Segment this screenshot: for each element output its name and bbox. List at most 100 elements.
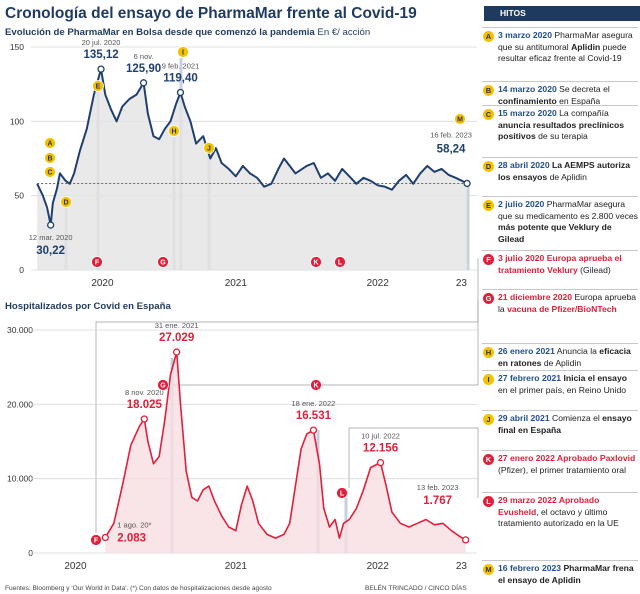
- y-tick-label: 30.000: [7, 325, 33, 335]
- event-marker: [44, 152, 56, 164]
- milestone-letter: F: [483, 254, 494, 265]
- event-letter: B: [47, 156, 52, 163]
- chart-title: Hospitalizados por Covid en España: [5, 301, 171, 312]
- connector: [170, 300, 479, 386]
- milestone-date: 29 marzo 2022: [498, 495, 557, 505]
- milestone: F 3 julio 2020 Europa aprueba el tratamie…: [482, 250, 638, 276]
- milestone-part: (Gilead): [577, 264, 611, 275]
- milestone-date: 26 enero 2021: [498, 346, 555, 356]
- event-letter: G: [160, 260, 166, 267]
- date-label: 6 nov.: [134, 52, 154, 61]
- milestone-part: Europa aprueba el tratamiento Veklury: [498, 253, 622, 275]
- milestone: B 14 marzo 2020 Se decreta el confinamien…: [482, 81, 638, 107]
- milestone-part: confinamiento: [498, 95, 557, 106]
- milestone: C 15 marzo 2020 La compañía anuncia resul…: [482, 105, 638, 143]
- milestone-part: , el octavo y último tratamiento autoriz…: [498, 506, 619, 529]
- event-letter: G: [160, 383, 166, 390]
- connector: [95, 258, 479, 533]
- milestone-date: 21 diciembre 2020: [498, 292, 573, 302]
- area: [105, 352, 466, 553]
- event-letter: J: [207, 146, 211, 153]
- milestone-date: 3 julio 2020: [498, 253, 545, 263]
- milestone: G 21 diciembre 2020 Europa aprueba la vac…: [482, 289, 638, 315]
- point-marker: [176, 88, 185, 97]
- value-label: 2.083: [117, 533, 146, 545]
- event-letter: F: [94, 538, 99, 545]
- milestone-date: 15 marzo 2020: [498, 108, 557, 118]
- milestone-date: 28 abril 2020: [498, 160, 550, 170]
- milestone-text: 3 marzo 2020 PharmaMar asegura que su an…: [498, 30, 638, 65]
- date-label: 20 jul. 2020: [82, 38, 121, 47]
- milestone-text: 28 abril 2020 La AEMPS autoriza los ensa…: [498, 160, 638, 183]
- event-letter: D: [63, 200, 68, 207]
- milestone-text: 26 enero 2021 Anuncia la eficacia en rat…: [498, 346, 638, 369]
- event-letter: L: [340, 491, 345, 498]
- milestone: L 29 marzo 2022 Aprobado Evusheld, el oct…: [482, 492, 638, 530]
- event-letter: F: [95, 260, 100, 267]
- event-bar: [466, 185, 470, 270]
- event-letter: K: [313, 383, 318, 390]
- event-marker: [177, 46, 189, 58]
- milestone-text: 15 marzo 2020 La compañía anuncia result…: [498, 108, 638, 143]
- milestone-part: PharmaMar asegura que su antitumoral: [498, 30, 633, 52]
- x-tick-label: 2021: [225, 278, 248, 289]
- event-letter: L: [338, 260, 343, 267]
- milestone-part: ensayo final en España: [498, 413, 632, 435]
- milestone-date: 27 febrero 2021: [498, 373, 562, 383]
- value-label: 18.025: [127, 399, 163, 411]
- milestone-date: 14 marzo 2020: [498, 84, 557, 94]
- value-label: 119,40: [163, 72, 198, 84]
- milestone-part: vacuna de Pfizer/BioNTech: [507, 303, 617, 314]
- point-marker: [309, 426, 318, 434]
- milestone-part: de Aplidin: [547, 171, 587, 182]
- milestone-text: 2 julio 2020 PharmaMar asegura que su me…: [498, 199, 638, 245]
- value-label: 30,22: [36, 245, 65, 257]
- event-marker: [168, 125, 180, 137]
- milestone-part: Anuncia la: [554, 346, 600, 356]
- milestone-text: 29 abril 2021 Comienza el ensayo final e…: [498, 413, 638, 436]
- event-marker: [91, 256, 103, 268]
- event-marker: [157, 379, 169, 391]
- x-tick-label: 23: [456, 561, 468, 572]
- event-marker: [334, 256, 346, 268]
- x-tick-label: 2022: [367, 278, 390, 289]
- milestone-text: 27 enero 2022 Aprobado Paxlovid (Pfizer)…: [498, 453, 638, 476]
- milestone-letter: E: [483, 200, 494, 211]
- milestone-letter: D: [483, 161, 494, 172]
- event-marker: [310, 256, 322, 268]
- milestone-letter: G: [483, 293, 494, 304]
- milestone-part: Inicia el ensayo: [561, 373, 627, 383]
- milestone: D 28 abril 2020 La AEMPS autoriza los ens…: [482, 157, 638, 183]
- milestone-part: PharmaMar asegura que su medicamento es …: [498, 199, 638, 221]
- milestone-part: PharmaMar frena el ensayo de Aplidin: [498, 563, 634, 585]
- point-marker: [463, 179, 471, 188]
- point-marker: [376, 458, 385, 467]
- date-label: 8 nov. 2020: [125, 388, 164, 397]
- point-marker: [97, 65, 105, 73]
- chart-title-text: Evolución de PharmaMar en Bolsa desde qu…: [5, 27, 315, 38]
- event-letter: M: [457, 117, 463, 124]
- event-marker: [336, 487, 348, 499]
- milestone-part: (Pfizer), el primer tratamiento oral: [498, 464, 626, 475]
- x-tick-label: 2021: [225, 561, 248, 572]
- value-label: 12.156: [363, 443, 398, 455]
- y-tick-label: 0: [19, 265, 24, 275]
- connectors: [95, 258, 479, 533]
- milestone: J 29 abril 2021 Comienza el ensayo final …: [482, 410, 638, 436]
- milestone: K 27 enero 2022 Aprobado Paxlovid (Pfizer…: [482, 450, 638, 476]
- event-letter: C: [47, 170, 52, 177]
- milestone-part: eficacia en ratones: [498, 346, 631, 368]
- line: [36, 68, 468, 227]
- milestone-letter: A: [483, 31, 494, 42]
- milestone-date: 2 julio 2020: [498, 199, 545, 209]
- milestone: A 3 marzo 2020 PharmaMar asegura que su a…: [482, 27, 638, 65]
- event-letter: H: [171, 129, 176, 136]
- point-marker: [47, 221, 55, 229]
- milestone-part: puede resultar eficaz frente al Covid-19: [498, 41, 627, 64]
- y-tick-label: 20.000: [7, 399, 33, 409]
- value-label: 135,12: [83, 49, 118, 61]
- milestone-part: en España: [556, 95, 601, 106]
- event-letter: I: [182, 50, 184, 57]
- y-tick-label: 10.000: [7, 474, 33, 484]
- milestone-part: en el primer país, en Reino Unido: [498, 384, 627, 395]
